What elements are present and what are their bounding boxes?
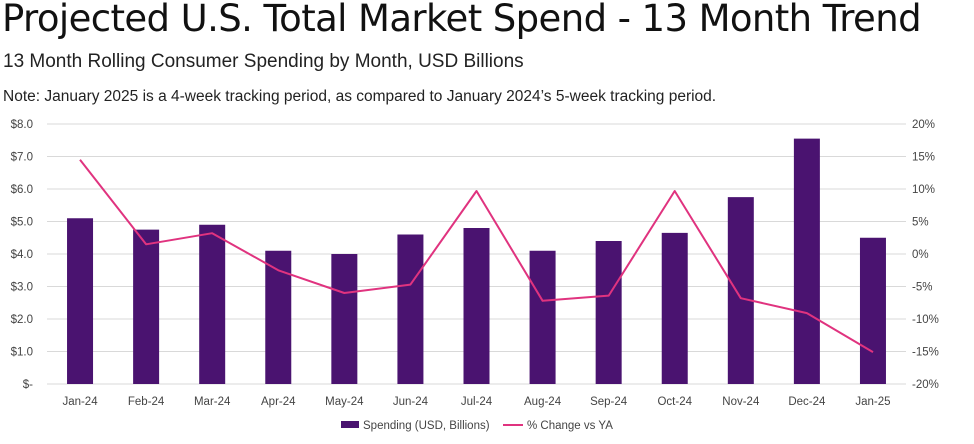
left-axis-tick-label: $4.0 xyxy=(11,249,33,261)
chart-subtitle: 13 Month Rolling Consumer Spending by Mo… xyxy=(3,51,524,72)
spending-bar xyxy=(133,229,160,384)
spending-bar xyxy=(199,224,226,384)
spending-bar xyxy=(463,228,490,384)
x-axis-tick-label: Jan-25 xyxy=(855,396,890,408)
legend: Spending (USD, Billions) % Change vs YA xyxy=(341,420,613,432)
left-axis-tick-label: $2.0 xyxy=(11,314,33,326)
right-axis-tick-label: 10% xyxy=(912,184,935,196)
left-axis-tick-label: $- xyxy=(23,379,33,391)
x-axis-tick-label: Jul-24 xyxy=(461,396,493,408)
spending-bar xyxy=(331,254,358,384)
right-axis-tick-label: 0% xyxy=(912,249,929,261)
chart-title: Projected U.S. Total Market Spend - 13 M… xyxy=(2,0,922,40)
x-axis-tick-label: Oct-24 xyxy=(657,396,692,408)
left-axis-tick-label: $7.0 xyxy=(11,152,33,164)
x-axis-tick-label: Sep-24 xyxy=(590,396,628,408)
spending-bar xyxy=(859,237,886,384)
right-axis-tick-label: -15% xyxy=(912,347,939,359)
spending-bar xyxy=(397,234,424,384)
spending-bars xyxy=(67,138,886,384)
x-axis-tick-label: Nov-24 xyxy=(722,396,760,408)
left-axis-tick-label: $5.0 xyxy=(11,217,33,229)
left-axis-tick-label: $1.0 xyxy=(11,347,33,359)
right-axis-tick-label: 20% xyxy=(912,119,935,131)
right-axis-ticks: -20% -15% -10% -5% 0% 5% 10% 15% 20% xyxy=(912,119,939,391)
chart-note: Note: January 2025 is a 4-week tracking … xyxy=(3,88,717,105)
spending-bar xyxy=(793,138,820,384)
right-axis-tick-label: 5% xyxy=(912,217,929,229)
legend-label-spending: Spending (USD, Billions) xyxy=(363,420,490,432)
x-axis-tick-label: Jun-24 xyxy=(393,396,429,408)
x-axis-tick-label: May-24 xyxy=(325,396,364,408)
pct-change-line xyxy=(79,159,874,353)
x-axis-tick-label: Feb-24 xyxy=(128,396,165,408)
legend-swatch-spending xyxy=(341,421,359,428)
left-axis-tick-label: $8.0 xyxy=(11,119,33,131)
x-axis-tick-label: Jan-24 xyxy=(62,396,98,408)
right-axis-tick-label: -10% xyxy=(912,314,939,326)
spending-bar xyxy=(529,250,556,384)
x-axis-tick-label: Dec-24 xyxy=(788,396,826,408)
x-axis-tick-label: Mar-24 xyxy=(194,396,231,408)
spending-bar xyxy=(727,197,754,384)
spending-bar xyxy=(661,232,688,384)
spending-bar xyxy=(67,218,94,384)
right-axis-tick-label: 15% xyxy=(912,152,935,164)
left-axis-tick-label: $3.0 xyxy=(11,282,33,294)
x-axis-tick-label: Apr-24 xyxy=(261,396,296,408)
left-axis-tick-label: $6.0 xyxy=(11,184,33,196)
right-axis-tick-label: -20% xyxy=(912,379,939,391)
spending-bar xyxy=(595,241,622,384)
x-axis-tick-label: Aug-24 xyxy=(524,396,562,408)
right-axis-tick-label: -5% xyxy=(912,282,932,294)
legend-label-pct-change: % Change vs YA xyxy=(527,420,613,432)
left-axis-ticks: $- $1.0 $2.0 $3.0 $4.0 $5.0 $6.0 $7.0 $8.0 xyxy=(11,119,34,391)
x-axis-ticks: Jan-24 Feb-24 Mar-24 Apr-24 May-24 Jun-24 Jul-… xyxy=(62,396,890,408)
